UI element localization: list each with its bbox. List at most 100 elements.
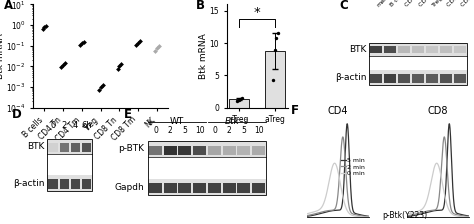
Y-axis label: Btk mRNA: Btk mRNA [199,33,208,79]
Point [43,24,50,28]
Text: F: F [291,104,299,117]
FancyBboxPatch shape [48,143,58,152]
Point [133,43,140,47]
Text: BTK: BTK [349,45,366,54]
Legend: 5 min, 2 min, 0 min: 5 min, 2 min, 0 min [340,157,366,177]
Text: CD8 Tm: CD8 Tm [460,0,474,8]
FancyBboxPatch shape [412,74,424,83]
Y-axis label: Btk mRNA: Btk mRNA [0,33,5,79]
Point [97,85,104,89]
FancyBboxPatch shape [384,74,396,83]
FancyBboxPatch shape [440,46,452,53]
Text: 10: 10 [195,125,205,135]
Text: D: D [11,108,21,121]
FancyBboxPatch shape [369,43,467,56]
Bar [229,99,249,108]
Point [136,40,144,43]
Text: 2: 2 [62,121,67,129]
Point [76,43,84,47]
FancyBboxPatch shape [223,146,236,155]
Point [39,27,46,30]
Point [41,26,48,29]
Text: E: E [123,108,131,121]
Point [235,98,242,102]
Text: 5: 5 [182,125,187,135]
FancyBboxPatch shape [412,46,424,53]
Point [271,48,278,51]
Point [151,49,159,53]
FancyBboxPatch shape [148,141,266,157]
FancyBboxPatch shape [370,74,382,83]
FancyBboxPatch shape [252,183,265,193]
Point [237,97,244,101]
Text: 2: 2 [227,125,232,135]
Text: β-actin: β-actin [13,179,45,187]
Point [95,88,102,92]
Title: CD8: CD8 [428,106,448,116]
Text: CD4 Tn: CD4 Tn [404,0,424,8]
FancyBboxPatch shape [208,183,221,193]
FancyBboxPatch shape [179,183,191,193]
Point [114,68,121,71]
Text: Gapdh: Gapdh [114,183,144,192]
Text: 0: 0 [50,121,55,129]
FancyBboxPatch shape [71,179,80,189]
FancyBboxPatch shape [369,70,467,85]
Text: Treg: Treg [432,0,445,8]
Text: 6h: 6h [82,121,92,129]
Text: 0: 0 [212,125,217,135]
FancyBboxPatch shape [454,74,465,83]
Text: 10: 10 [254,125,264,135]
Point [116,65,123,68]
Point [59,64,67,67]
FancyBboxPatch shape [179,146,191,155]
FancyBboxPatch shape [384,46,396,53]
Point [269,79,277,82]
FancyBboxPatch shape [193,183,206,193]
Text: A: A [3,0,13,12]
FancyBboxPatch shape [426,74,438,83]
FancyBboxPatch shape [47,139,92,154]
FancyBboxPatch shape [193,146,206,155]
Point [155,44,163,48]
Point [80,40,88,44]
FancyBboxPatch shape [149,146,162,155]
Text: p-BTK: p-BTK [118,144,144,153]
FancyBboxPatch shape [48,179,58,189]
Text: CD8 Tn: CD8 Tn [446,0,465,8]
Point [57,65,65,69]
Point [61,61,69,65]
FancyBboxPatch shape [454,46,465,53]
Text: *: * [254,6,261,19]
FancyBboxPatch shape [60,179,69,189]
FancyBboxPatch shape [440,74,452,83]
Bar [265,51,285,108]
FancyBboxPatch shape [82,143,91,152]
Point [273,36,280,40]
FancyBboxPatch shape [82,179,91,189]
FancyBboxPatch shape [148,179,266,195]
Title: CD4: CD4 [328,106,348,116]
FancyBboxPatch shape [398,74,410,83]
FancyBboxPatch shape [208,146,221,155]
FancyBboxPatch shape [47,175,92,191]
FancyBboxPatch shape [370,46,382,53]
FancyBboxPatch shape [252,146,265,155]
Point [99,83,106,86]
FancyBboxPatch shape [398,46,410,53]
FancyBboxPatch shape [71,143,80,152]
Text: CD4 Tm: CD4 Tm [418,0,439,8]
FancyBboxPatch shape [223,183,236,193]
FancyBboxPatch shape [164,183,177,193]
Point [135,42,142,45]
Text: p-Btk(Y223): p-Btk(Y223) [383,211,428,220]
Point [238,96,246,100]
FancyBboxPatch shape [426,46,438,53]
Text: B cells: B cells [390,0,408,8]
FancyBboxPatch shape [149,183,162,193]
Text: macrophage: macrophage [375,0,407,8]
Text: C: C [339,0,348,12]
Text: 0: 0 [153,125,158,135]
Point [118,62,125,66]
Text: B: B [196,0,205,12]
